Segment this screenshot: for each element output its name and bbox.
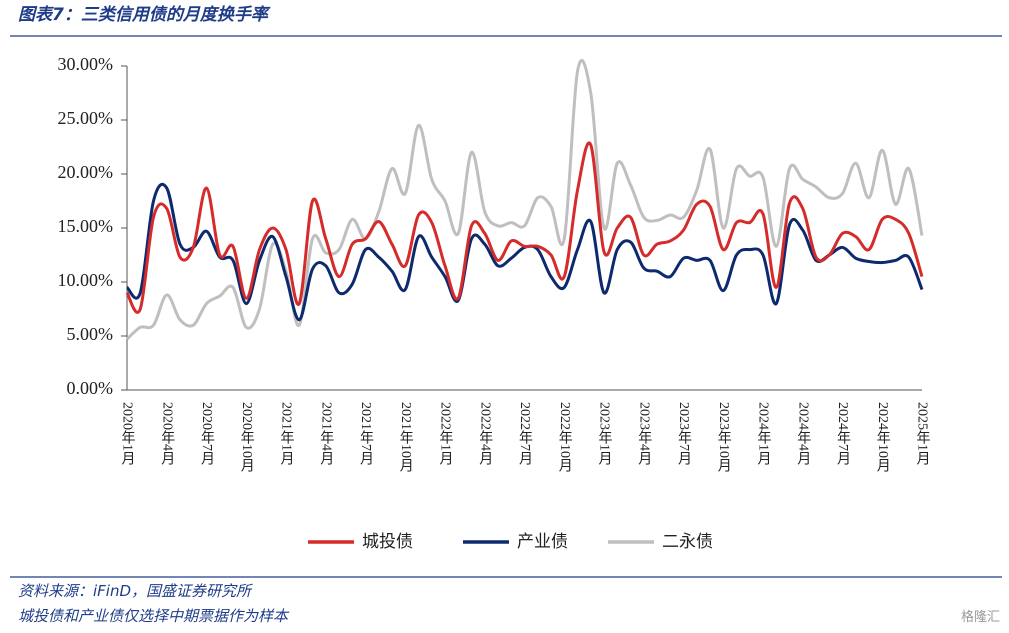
y-tick-label: 5.00% xyxy=(67,324,114,344)
x-tick-label: 2023年10月 xyxy=(716,402,732,473)
x-tick-label: 2021年7月 xyxy=(358,402,374,466)
x-tick-label: 2020年1月 xyxy=(120,402,136,466)
y-tick-label: 15.00% xyxy=(58,216,114,236)
chart-title: 图表7：三类信用债的月度换手率 xyxy=(18,5,271,25)
x-tick-label: 2024年1月 xyxy=(756,402,772,466)
y-tick-label: 30.00% xyxy=(58,54,114,74)
x-tick-label: 2022年7月 xyxy=(517,402,533,466)
legend-label: 二永债 xyxy=(662,532,713,552)
x-tick-label: 2021年1月 xyxy=(279,402,295,466)
x-tick-label: 2023年4月 xyxy=(636,402,652,466)
x-tick-label: 2024年10月 xyxy=(875,402,891,473)
legend-label: 城投债 xyxy=(362,532,413,552)
x-tick-label: 2020年10月 xyxy=(239,402,255,473)
legend-label: 产业债 xyxy=(517,532,568,552)
watermark: 格隆汇 xyxy=(961,609,1000,625)
series-line xyxy=(125,58,924,341)
y-tick-label: 10.00% xyxy=(58,270,114,290)
source: 资料来源：iFinD，国盛证券研究所 xyxy=(18,582,253,600)
x-tick-label: 2020年4月 xyxy=(159,402,175,466)
x-tick-label: 2022年1月 xyxy=(438,402,454,466)
x-tick-label: 2023年7月 xyxy=(676,402,692,466)
x-tick-label: 2024年4月 xyxy=(795,402,811,466)
x-tick-label: 2020年7月 xyxy=(199,402,215,466)
x-tick-label: 2024年7月 xyxy=(835,402,851,466)
x-tick-label: 2021年10月 xyxy=(398,402,414,473)
x-tick-label: 2023年1月 xyxy=(597,402,613,466)
x-tick-label: 2021年4月 xyxy=(318,402,334,466)
x-tick-label: 2022年10月 xyxy=(557,402,573,473)
y-tick-label: 0.00% xyxy=(67,378,114,398)
x-tick-label: 2025年1月 xyxy=(915,402,931,466)
y-tick-label: 25.00% xyxy=(58,108,114,128)
x-tick-label: 2022年4月 xyxy=(477,402,493,466)
series-line xyxy=(125,141,924,314)
y-tick-label: 20.00% xyxy=(58,162,114,182)
note: 城投债和产业债仅选择中期票据作为样本 xyxy=(18,607,290,625)
